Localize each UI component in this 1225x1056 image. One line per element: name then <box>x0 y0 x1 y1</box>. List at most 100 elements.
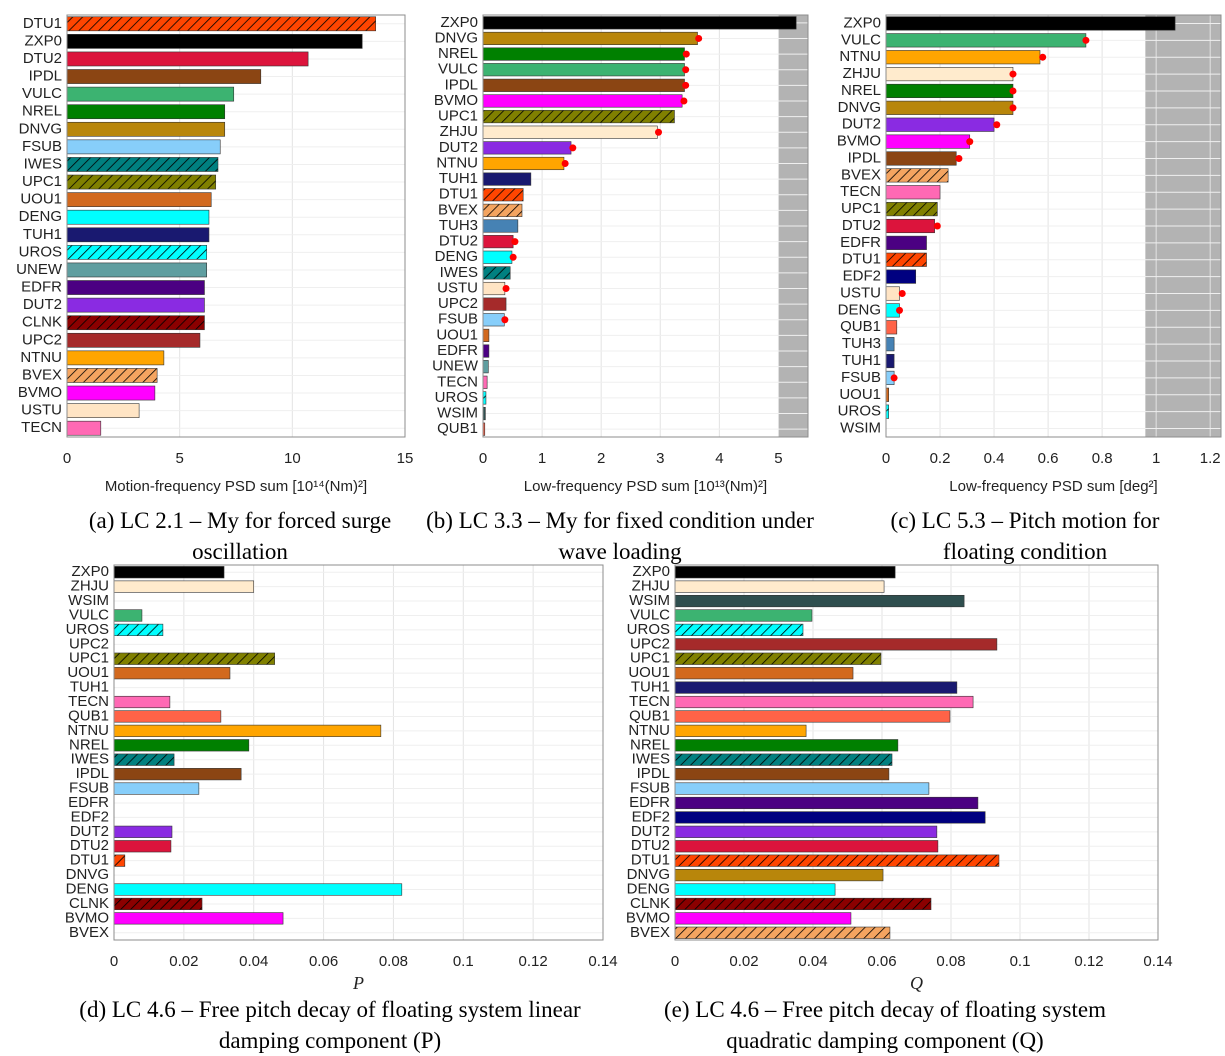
x-tick-label: 4 <box>715 450 723 467</box>
marker <box>682 66 690 74</box>
y-tick-label: EDFR <box>68 794 109 811</box>
y-tick-label: ZHJU <box>843 65 881 82</box>
y-tick-label: DTU2 <box>842 217 881 234</box>
bar <box>66 315 205 331</box>
y-tick-label: EDFR <box>629 794 670 811</box>
y-tick-label: ZXP0 <box>71 563 109 580</box>
y-tick-label: UOU1 <box>839 386 881 403</box>
y-tick-label: TUH1 <box>631 679 670 696</box>
y-tick-label: TUH1 <box>439 170 478 187</box>
y-tick-label: TECN <box>840 183 881 200</box>
x-tick-label: 5 <box>175 450 183 467</box>
bar <box>674 825 938 838</box>
marker <box>966 138 974 146</box>
y-tick-label: DTU1 <box>842 251 881 268</box>
marker <box>511 238 519 246</box>
bar <box>66 332 201 348</box>
bar <box>66 209 210 225</box>
y-tick-label: TUH1 <box>23 226 62 243</box>
bar <box>674 652 882 665</box>
bar <box>885 168 949 183</box>
y-tick-label: BVMO <box>65 909 109 926</box>
y-tick-label: UPC1 <box>630 650 670 667</box>
marker <box>561 159 569 167</box>
bar <box>113 883 403 896</box>
y-tick-label: TUH1 <box>842 352 881 369</box>
bar <box>113 609 143 622</box>
y-tick-label: EDF2 <box>71 808 109 825</box>
y-tick-label: IPDL <box>76 765 109 782</box>
y-tick-label: IWES <box>71 751 109 768</box>
bar <box>482 297 507 311</box>
marker <box>569 144 577 152</box>
bar <box>885 16 1176 31</box>
x-tick-label: 1.2 <box>1200 450 1221 467</box>
bar <box>885 320 898 335</box>
bar <box>66 297 205 313</box>
y-tick-label: UPC1 <box>841 200 881 217</box>
caption: (e) LC 4.6 – Free pitch decay of floatin… <box>664 997 1106 1053</box>
bar <box>482 344 490 358</box>
x-tick-label: 0.02 <box>729 953 758 970</box>
bar <box>885 269 917 284</box>
marker <box>933 222 941 230</box>
y-tick-label: NTNU <box>67 722 109 739</box>
bar <box>674 566 896 579</box>
x-tick-label: 15 <box>397 450 414 467</box>
y-tick-label: EDF2 <box>632 808 670 825</box>
x-axis-label: Low-frequency PSD sum [10¹³(Nm)²] <box>524 478 767 495</box>
marker <box>896 306 904 314</box>
bar <box>482 16 797 30</box>
bar <box>113 652 275 665</box>
bar <box>113 667 231 680</box>
bar <box>674 811 986 824</box>
bar <box>674 883 836 896</box>
marker <box>682 81 690 89</box>
bar <box>885 252 927 267</box>
y-tick-label: DNVG <box>19 120 62 137</box>
caption: (b) LC 3.3 – My for fixed condition unde… <box>426 508 814 564</box>
bar <box>482 250 513 264</box>
bar <box>674 638 998 651</box>
bar <box>113 695 171 709</box>
x-tick-label: 1 <box>1152 450 1160 467</box>
x-tick-label: 1 <box>538 450 546 467</box>
caption: (c) LC 5.3 – Pitch motion for floating c… <box>890 508 1160 564</box>
bar <box>674 667 854 680</box>
y-tick-label: DTU1 <box>631 852 670 869</box>
bar <box>66 157 219 172</box>
y-tick-label: DUT2 <box>439 139 478 156</box>
bar <box>482 156 565 171</box>
x-tick-label: 0.04 <box>798 953 827 970</box>
marker <box>1009 70 1017 78</box>
bar <box>674 609 813 622</box>
x-tick-label: 5 <box>774 450 782 467</box>
y-tick-label: EDF2 <box>843 268 881 285</box>
y-tick-label: IPDL <box>848 149 881 166</box>
plot-frame <box>885 14 1222 438</box>
bar <box>885 100 1014 115</box>
bar <box>674 768 890 781</box>
plot-frame <box>674 564 1159 941</box>
x-tick-label: 0.1 <box>1010 953 1031 970</box>
y-tick-label: UPC2 <box>22 331 62 348</box>
y-tick-label: QUB1 <box>437 420 478 437</box>
y-tick-label: QUB1 <box>629 707 670 724</box>
bar <box>885 218 935 234</box>
y-tick-label: WSIM <box>437 405 478 422</box>
bar <box>66 420 102 436</box>
x-tick-label: 0.14 <box>1143 953 1172 970</box>
y-tick-label: UROS <box>66 621 109 638</box>
y-tick-label: FSUB <box>22 138 62 155</box>
bar <box>674 753 893 766</box>
bar <box>482 94 683 108</box>
y-tick-label: DENG <box>838 301 881 318</box>
y-tick-label: NTNU <box>436 154 478 171</box>
marker <box>1039 53 1047 61</box>
marker <box>655 128 662 136</box>
x-axis-label: Q <box>910 973 923 993</box>
y-tick-label: BVEX <box>630 924 670 941</box>
bar <box>674 897 932 911</box>
bar <box>482 328 490 342</box>
